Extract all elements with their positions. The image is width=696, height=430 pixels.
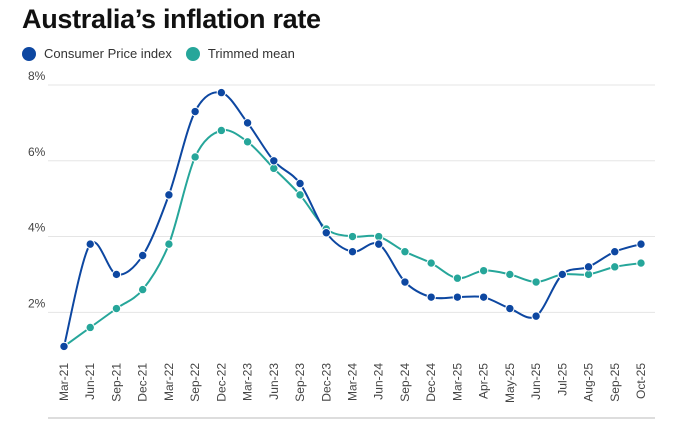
y-tick-label: 4%	[28, 221, 46, 235]
legend-swatch-cpi	[22, 46, 36, 61]
data-point-trimmed-mean	[295, 190, 305, 200]
data-point-cpi	[59, 341, 69, 352]
data-point-cpi	[295, 178, 305, 189]
legend-item-cpi: Consumer Price index	[22, 46, 172, 61]
data-point-cpi	[85, 239, 95, 249]
y-tick-label: 2%	[28, 296, 46, 310]
x-tick-label: Jun-21	[83, 363, 97, 400]
data-point-cpi	[478, 292, 489, 302]
x-tick-label: Mar-25	[450, 363, 464, 401]
data-point-cpi	[216, 87, 227, 98]
x-tick-label: Mar-23	[241, 363, 255, 401]
data-point-cpi	[374, 239, 384, 249]
x-tick-label: Jun-24	[372, 363, 386, 400]
data-point-cpi	[111, 269, 122, 280]
chart-title: Australia’s inflation rate	[22, 4, 321, 34]
data-point-trimmed-mean	[85, 322, 95, 333]
x-tick-label: Dec-23	[319, 363, 333, 402]
x-tick-label: Jul-25	[555, 363, 569, 396]
legend-swatch-trimmed-mean	[185, 46, 200, 61]
x-tick-label: Sep-21	[109, 363, 123, 402]
x-tick-label: Aug-25	[582, 363, 596, 402]
data-point-cpi	[505, 303, 515, 314]
data-point-cpi	[426, 292, 436, 302]
data-point-cpi	[610, 247, 620, 257]
data-point-cpi	[452, 292, 463, 302]
data-point-trimmed-mean	[347, 231, 358, 242]
data-point-trimmed-mean	[216, 125, 227, 136]
x-tick-label: Sep-24	[398, 363, 412, 402]
data-point-cpi	[164, 190, 174, 200]
data-point-trimmed-mean	[636, 258, 646, 268]
x-tick-label: Mar-21	[57, 363, 71, 401]
chart-legend: Consumer Price index Trimmed mean	[22, 46, 309, 61]
data-point-trimmed-mean	[190, 152, 200, 162]
data-point-cpi	[557, 269, 568, 280]
data-point-trimmed-mean	[610, 262, 620, 272]
x-tick-label: Mar-24	[346, 363, 360, 401]
data-point-trimmed-mean	[426, 258, 436, 268]
x-tick-label: May-25	[503, 363, 517, 403]
data-point-trimmed-mean	[531, 277, 541, 287]
legend-label-cpi: Consumer Price index	[44, 46, 172, 61]
data-point-cpi	[137, 250, 148, 261]
data-point-cpi	[400, 277, 410, 287]
legend-item-trimmed-mean: Trimmed mean	[185, 46, 295, 61]
data-point-trimmed-mean	[400, 247, 410, 257]
x-tick-label: Apr-25	[477, 363, 491, 399]
data-point-cpi	[321, 228, 331, 238]
data-point-trimmed-mean	[111, 303, 122, 314]
data-point-trimmed-mean	[242, 137, 253, 147]
x-tick-label: Oct-25	[634, 363, 648, 399]
data-point-cpi	[347, 247, 358, 257]
x-tick-label: Sep-25	[608, 363, 622, 402]
x-tick-label: Jun-25	[529, 363, 543, 400]
data-point-trimmed-mean	[505, 269, 515, 280]
data-point-cpi	[190, 106, 200, 117]
x-tick-label: Mar-22	[162, 363, 176, 401]
x-tick-label: Dec-22	[214, 363, 228, 402]
data-point-trimmed-mean	[478, 265, 489, 276]
data-point-cpi	[531, 311, 541, 321]
legend-label-trimmed-mean: Trimmed mean	[207, 46, 295, 61]
data-point-cpi	[242, 118, 253, 128]
y-tick-label: 6%	[28, 145, 46, 159]
data-point-cpi	[636, 239, 646, 249]
x-tick-label: Dec-24	[424, 363, 438, 402]
data-point-trimmed-mean	[137, 284, 148, 295]
x-tick-label: Jun-23	[267, 363, 281, 400]
data-point-trimmed-mean	[164, 239, 174, 249]
x-tick-label: Sep-23	[293, 363, 307, 402]
x-tick-label: Dec-21	[136, 363, 150, 402]
y-tick-label: 8%	[28, 69, 46, 83]
data-point-trimmed-mean	[452, 273, 463, 283]
series-line-cpi	[63, 91, 642, 347]
data-point-cpi	[583, 262, 594, 272]
data-point-cpi	[269, 156, 279, 166]
x-tick-label: Sep-22	[188, 363, 202, 402]
